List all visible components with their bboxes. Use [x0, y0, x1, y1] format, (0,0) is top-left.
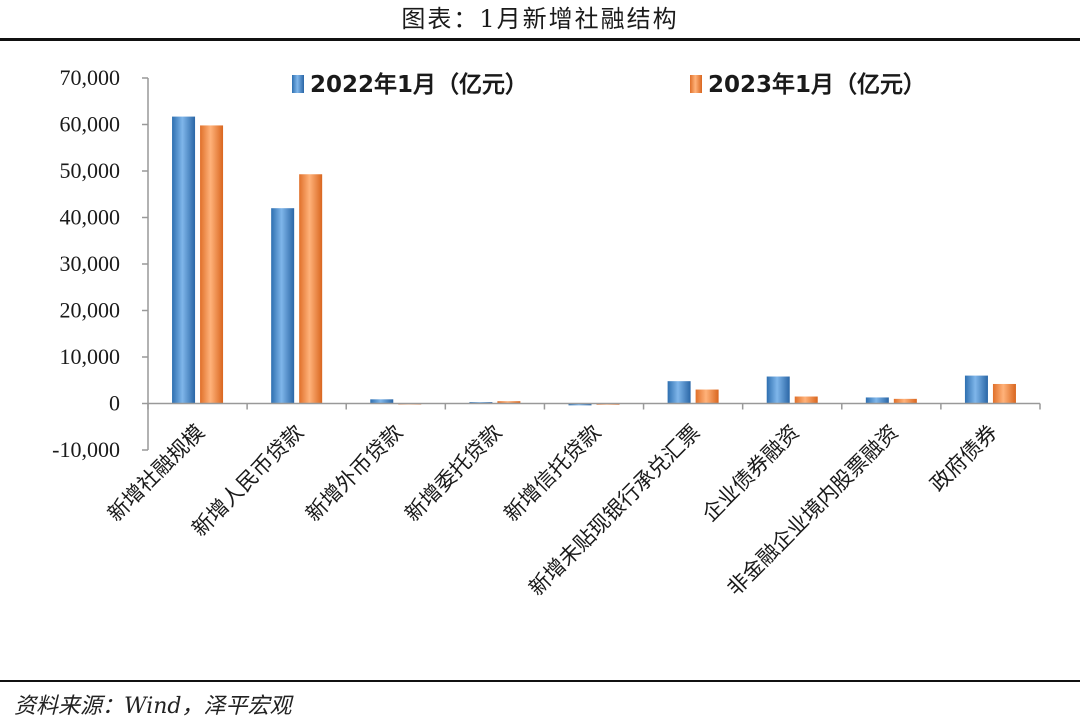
legend: 2022年1月（亿元） 2023年1月（亿元）	[292, 71, 926, 98]
bar-2-2	[299, 174, 323, 404]
top-rule	[0, 38, 1080, 41]
bar-1-3	[370, 399, 394, 404]
source-note: 资料来源：Wind，泽平宏观	[14, 694, 292, 719]
bar-1-9	[964, 375, 988, 404]
bar-2-9	[992, 383, 1016, 404]
y-tick-label: 50,000	[60, 158, 121, 183]
bar-1-8	[865, 397, 889, 404]
category-label: 新增社融规模	[103, 420, 209, 526]
bar-2-4	[497, 401, 521, 404]
bottom-rule	[0, 680, 1080, 682]
bar-1-7	[766, 376, 790, 404]
y-tick-label: 20,000	[60, 298, 121, 323]
y-tick-label: -10,000	[52, 437, 120, 462]
y-axis: -10,000 0 10,000 20,000 30,000 40,000 50,000 60…	[52, 65, 149, 462]
bar-2-6	[695, 389, 719, 404]
legend-label-1: 2022年1月（亿元）	[310, 71, 528, 98]
bar-2-1	[200, 125, 224, 404]
legend-swatch-2	[690, 75, 702, 93]
bar-1-1	[172, 116, 196, 404]
x-axis: 新增社融规模新增人民币贷款新增外币贷款新增委托贷款新增信托贷款新增未贴现银行承兑…	[103, 402, 1041, 600]
category-label: 新增委托贷款	[400, 420, 506, 526]
category-label: 新增未贴现银行承兑汇票	[524, 420, 704, 600]
category-label: 政府债券	[926, 420, 1002, 496]
category-label: 新增信托贷款	[499, 420, 605, 526]
legend-swatch-1	[292, 75, 304, 93]
bar-1-5	[568, 403, 592, 406]
y-tick-label: 40,000	[60, 205, 121, 230]
bars	[172, 116, 1016, 406]
y-tick-label: 70,000	[60, 65, 121, 90]
category-label: 非金融企业境内股票融资	[723, 420, 903, 600]
y-tick-label: 10,000	[60, 344, 121, 369]
y-tick-label: 0	[109, 391, 120, 416]
bar-2-7	[794, 396, 818, 404]
bar-chart: -10,000 0 10,000 20,000 30,000 40,000 50,000 60…	[52, 65, 1041, 600]
chart-title: 图表：1月新增社融结构	[401, 5, 679, 33]
y-tick-label: 60,000	[60, 112, 121, 137]
category-label: 新增外币贷款	[301, 420, 407, 526]
bar-2-8	[893, 398, 917, 404]
bar-1-2	[271, 208, 295, 404]
bar-1-6	[667, 381, 691, 404]
y-tick-label: 30,000	[60, 251, 121, 276]
category-label: 企业债券融资	[698, 420, 804, 526]
legend-label-2: 2023年1月（亿元）	[708, 71, 926, 98]
